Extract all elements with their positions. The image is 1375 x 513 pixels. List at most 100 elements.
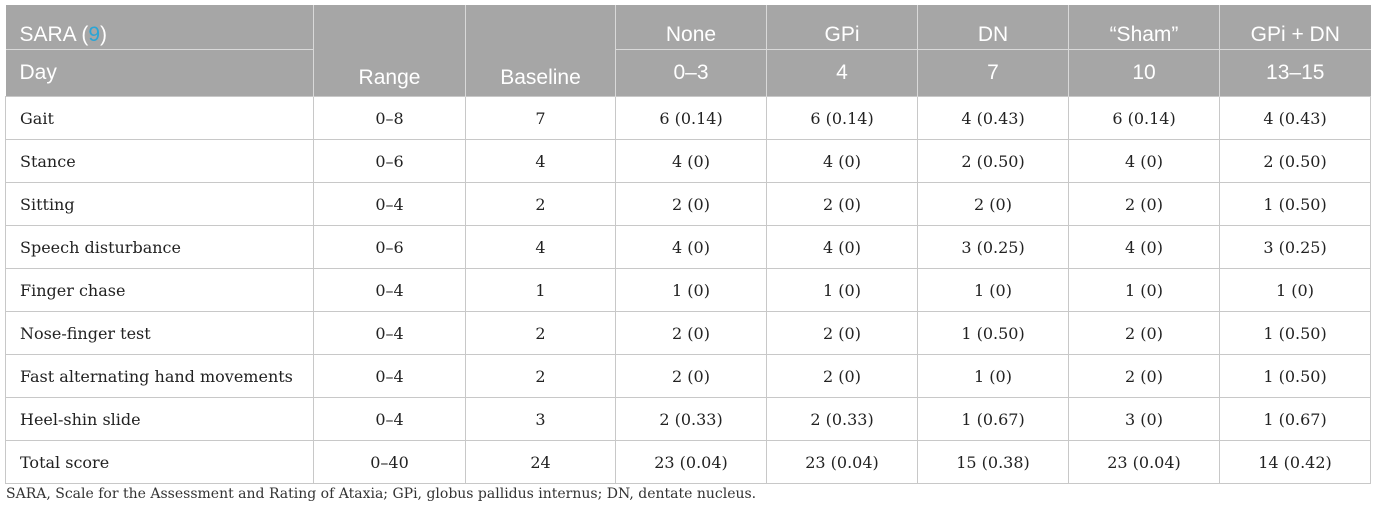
baseline-cell: 2	[465, 182, 616, 226]
score-cell: 6 (0.14)	[766, 96, 918, 140]
table-footnote: SARA, Scale for the Assessment and Ratin…	[6, 486, 757, 502]
item-cell: Fast alternating hand movements	[5, 354, 314, 398]
item-cell: Stance	[5, 139, 314, 183]
score-cell: 4 (0)	[615, 225, 767, 269]
header-day-value: 4	[766, 49, 918, 97]
baseline-cell: 4	[465, 139, 616, 183]
range-cell: 0–8	[313, 96, 466, 140]
score-cell: 2 (0.50)	[1219, 139, 1371, 183]
table-row: Speech disturbance 0–6 4 4 (0) 4 (0) 3 (0.25)…	[5, 225, 1371, 269]
item-cell: Finger chase	[5, 268, 314, 312]
score-cell: 4 (0.43)	[917, 96, 1069, 140]
score-cell: 23 (0.04)	[615, 440, 767, 484]
score-cell: 1 (0)	[1219, 268, 1371, 312]
score-cell: 2 (0)	[615, 354, 767, 398]
range-cell: 0–4	[313, 182, 466, 226]
score-cell: 1 (0.50)	[1219, 182, 1371, 226]
table-row: Stance 0–6 4 4 (0) 4 (0) 2 (0.50) 4 (0) 2 (0.50…	[5, 139, 1371, 183]
table-header: SARA (9) Range Baseline None GPi DN “Sha…	[5, 5, 1371, 97]
score-cell: 4 (0)	[1068, 139, 1220, 183]
score-cell: 23 (0.04)	[766, 440, 918, 484]
header-sara-label: SARA (	[19, 23, 89, 46]
baseline-cell: 2	[465, 354, 616, 398]
header-day-value: 7	[917, 49, 1069, 97]
score-cell: 2 (0.50)	[917, 139, 1069, 183]
header-condition: DN	[917, 5, 1069, 50]
item-cell: Sitting	[5, 182, 314, 226]
score-cell: 2 (0)	[766, 354, 918, 398]
score-cell: 2 (0)	[1068, 354, 1220, 398]
range-cell: 0–4	[313, 268, 466, 312]
score-cell: 4 (0)	[1068, 225, 1220, 269]
score-cell: 3 (0.25)	[917, 225, 1069, 269]
range-cell: 0–4	[313, 397, 466, 441]
table-row: Nose-finger test 0–4 2 2 (0) 2 (0) 1 (0.50) 2 …	[5, 311, 1371, 355]
header-sara: SARA (9)	[5, 5, 314, 50]
score-cell: 2 (0)	[615, 182, 767, 226]
score-cell: 4 (0)	[615, 139, 767, 183]
range-cell: 0–6	[313, 225, 466, 269]
header-day-value: 10	[1068, 49, 1220, 97]
baseline-cell: 7	[465, 96, 616, 140]
item-cell: Gait	[5, 96, 314, 140]
score-cell: 1 (0)	[917, 268, 1069, 312]
header-day-value: 0–3	[615, 49, 767, 97]
score-cell: 1 (0.67)	[1219, 397, 1371, 441]
score-cell: 6 (0.14)	[615, 96, 767, 140]
baseline-cell: 2	[465, 311, 616, 355]
range-cell: 0–4	[313, 354, 466, 398]
header-range: Range	[313, 5, 466, 97]
table-row: Total score 0–40 24 23 (0.04) 23 (0.04) 15 (0…	[5, 440, 1371, 484]
header-condition: GPi	[766, 5, 918, 50]
score-cell: 2 (0)	[766, 311, 918, 355]
header-row-conditions: SARA (9) Range Baseline None GPi DN “Sha…	[5, 5, 1371, 97]
score-cell: 1 (0.50)	[1219, 311, 1371, 355]
header-day-value: 13–15	[1219, 49, 1371, 97]
header-condition: None	[615, 5, 767, 50]
baseline-cell: 3	[465, 397, 616, 441]
baseline-cell: 4	[465, 225, 616, 269]
score-cell: 1 (0)	[917, 354, 1069, 398]
score-cell: 1 (0)	[766, 268, 918, 312]
score-cell: 4 (0)	[766, 139, 918, 183]
score-cell: 1 (0)	[615, 268, 767, 312]
score-cell: 1 (0)	[1068, 268, 1220, 312]
score-cell: 4 (0)	[766, 225, 918, 269]
citation-link[interactable]: 9	[88, 23, 101, 46]
score-cell: 15 (0.38)	[917, 440, 1069, 484]
header-condition: “Sham”	[1068, 5, 1220, 50]
sara-scores-table: SARA (9) Range Baseline None GPi DN “Sha…	[5, 5, 1371, 484]
score-cell: 2 (0)	[615, 311, 767, 355]
score-cell: 2 (0)	[1068, 182, 1220, 226]
score-cell: 3 (0.25)	[1219, 225, 1371, 269]
score-cell: 2 (0.33)	[615, 397, 767, 441]
score-cell: 23 (0.04)	[1068, 440, 1220, 484]
baseline-cell: 1	[465, 268, 616, 312]
range-cell: 0–40	[313, 440, 466, 484]
score-cell: 1 (0.67)	[917, 397, 1069, 441]
header-baseline: Baseline	[465, 5, 616, 97]
item-cell: Nose-finger test	[5, 311, 314, 355]
range-cell: 0–4	[313, 311, 466, 355]
range-cell: 0–6	[313, 139, 466, 183]
table-row: Gait 0–8 7 6 (0.14) 6 (0.14) 4 (0.43) 6 (0.14)…	[5, 96, 1371, 140]
item-cell: Total score	[5, 440, 314, 484]
score-cell: 2 (0)	[766, 182, 918, 226]
table-row: Fast alternating hand movements 0–4 2 2 (0)…	[5, 354, 1371, 398]
score-cell: 2 (0)	[1068, 311, 1220, 355]
score-cell: 2 (0)	[917, 182, 1069, 226]
header-row-days: Day 0–3 4 7 10 13–15	[5, 49, 1371, 97]
score-cell: 3 (0)	[1068, 397, 1220, 441]
score-cell: 1 (0.50)	[1219, 354, 1371, 398]
score-cell: 1 (0.50)	[917, 311, 1069, 355]
item-cell: Heel-shin slide	[5, 397, 314, 441]
baseline-cell: 24	[465, 440, 616, 484]
header-condition: GPi + DN	[1219, 5, 1371, 50]
score-cell: 14 (0.42)	[1219, 440, 1371, 484]
header-day: Day	[5, 49, 314, 97]
score-cell: 6 (0.14)	[1068, 96, 1220, 140]
score-cell: 4 (0.43)	[1219, 96, 1371, 140]
table-body: Gait 0–8 7 6 (0.14) 6 (0.14) 4 (0.43) 6 (0.14)…	[5, 96, 1371, 484]
score-cell: 2 (0.33)	[766, 397, 918, 441]
header-sara-close: )	[100, 23, 108, 46]
